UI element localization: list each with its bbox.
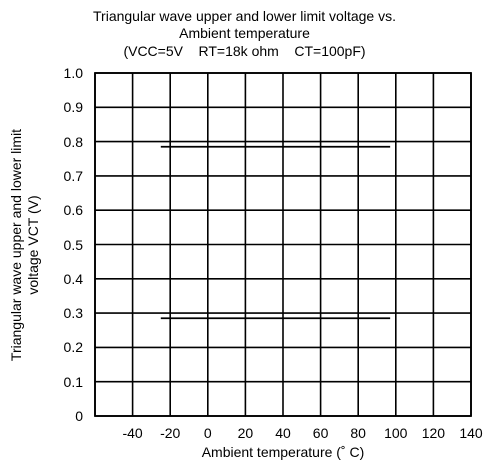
chart-title-line-2: Ambient temperature: [179, 25, 310, 41]
y-tick-label: 0.3: [63, 305, 83, 322]
x-tick-label: 20: [237, 425, 254, 441]
x-tick-label: 120: [421, 425, 446, 441]
y-tick-label: 0.9: [63, 99, 83, 116]
y-tick-label: 0.8: [63, 133, 83, 150]
chart-title-line-3: (VCC=5V RT=18k ohm CT=100pF): [123, 43, 366, 59]
plot-frame: [94, 72, 472, 417]
x-tick-label: -20: [160, 425, 181, 441]
grid: [94, 72, 472, 417]
x-tick-label: 80: [350, 425, 366, 441]
y-tick-label: 0.2: [63, 339, 83, 356]
x-tick-label: -40: [122, 425, 143, 441]
x-tick-label: 140: [459, 425, 483, 441]
y-axis-label-line-2: voltage VCT (V): [25, 195, 41, 295]
x-axis-label: Ambient temperature (˚ C): [201, 444, 365, 460]
y-tick-label: 0.1: [63, 373, 83, 390]
y-tick-label: 0.5: [63, 236, 83, 253]
y-tick-label: 0: [75, 408, 83, 424]
series-group: [160, 145, 391, 320]
x-tick-label: 0: [203, 425, 212, 441]
x-tick-label: 100: [384, 425, 408, 441]
chart-title-line-1: Triangular wave upper and lower limit vo…: [93, 8, 396, 24]
x-tick-label: 40: [275, 425, 291, 441]
y-tick-label: 0.6: [63, 202, 83, 219]
y-tick-label: 1.0: [63, 65, 83, 81]
y-tick-label: 0.4: [63, 270, 83, 287]
y-tick-label: 0.7: [63, 167, 83, 184]
y-axis-label-line-1: Triangular wave upper and lower limit: [8, 128, 24, 362]
x-tick-label: 60: [312, 425, 329, 441]
